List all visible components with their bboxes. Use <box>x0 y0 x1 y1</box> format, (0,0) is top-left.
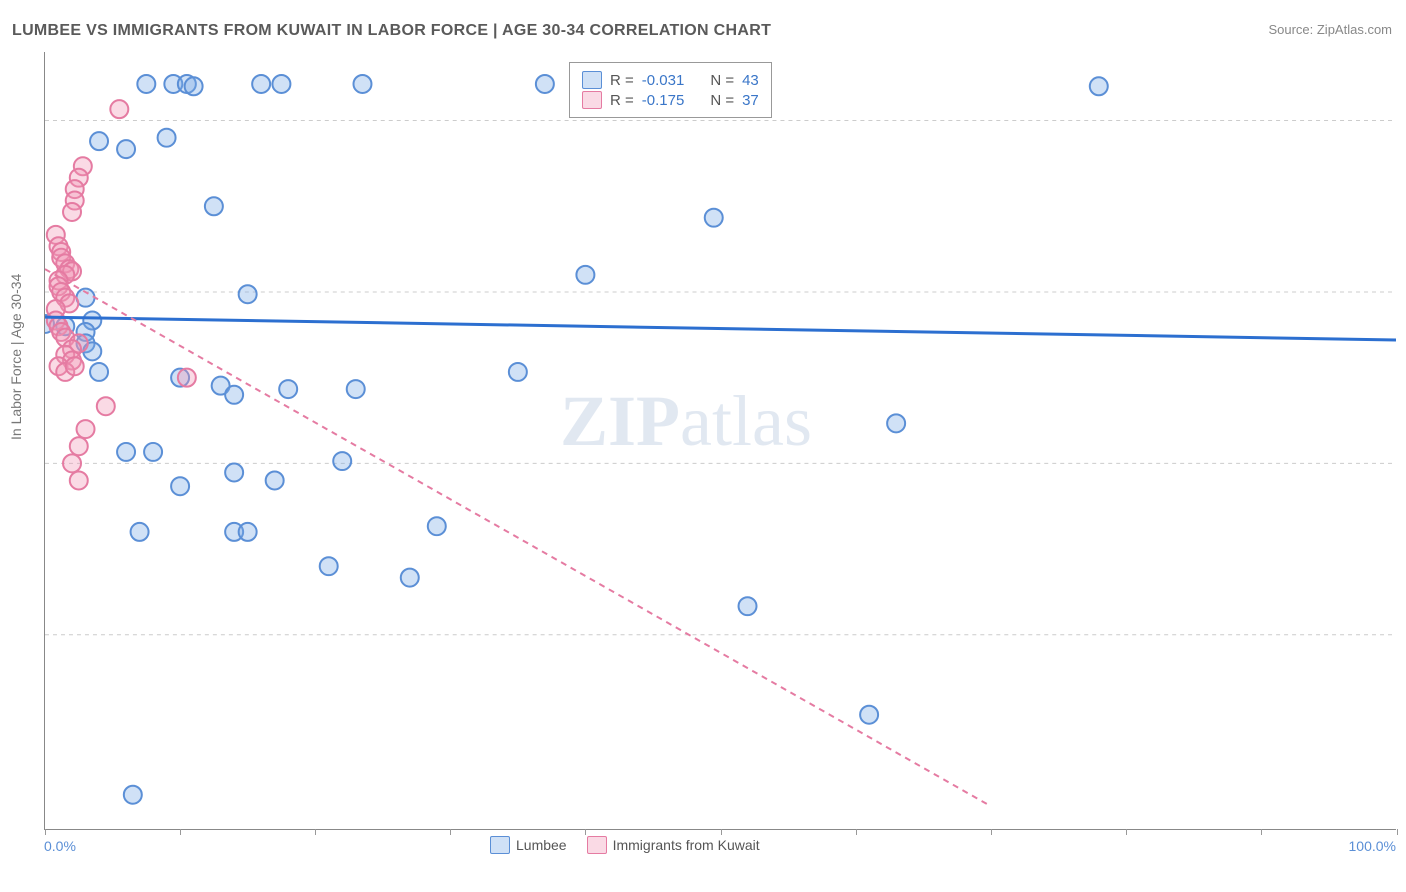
legend-item-kuwait: Immigrants from Kuwait <box>587 836 760 854</box>
x-tick-mark <box>856 829 857 835</box>
x-tick-mark <box>315 829 316 835</box>
source-label: Source: ZipAtlas.com <box>1268 22 1392 37</box>
x-tick-mark <box>585 829 586 835</box>
x-tick-mark <box>1126 829 1127 835</box>
legend-item-lumbee: Lumbee <box>490 836 567 854</box>
swatch-lumbee <box>582 71 602 89</box>
r-value-lumbee: -0.031 <box>642 72 685 89</box>
n-value-lumbee: 43 <box>742 72 759 89</box>
x-tick-mark <box>450 829 451 835</box>
n-value-kuwait: 37 <box>742 92 759 109</box>
x-tick-mark <box>180 829 181 835</box>
x-tick-mark <box>1397 829 1398 835</box>
swatch-kuwait <box>582 91 602 109</box>
r-value-kuwait: -0.175 <box>642 92 685 109</box>
swatch-kuwait-icon <box>587 836 607 854</box>
correlation-row-kuwait: R = -0.175 N = 37 <box>582 91 759 109</box>
n-label: N = <box>710 72 734 89</box>
r-label: R = <box>610 72 634 89</box>
correlation-row-lumbee: R = -0.031 N = 43 <box>582 71 759 89</box>
x-tick-mark <box>721 829 722 835</box>
series-legend: Lumbee Immigrants from Kuwait <box>490 836 760 854</box>
plot-area: R = -0.031 N = 43 R = -0.175 N = 37 55.0… <box>44 52 1396 830</box>
scatter-svg <box>45 52 1396 829</box>
x-axis-min-label: 0.0% <box>44 838 76 854</box>
x-tick-mark <box>991 829 992 835</box>
x-tick-mark <box>45 829 46 835</box>
legend-label-kuwait: Immigrants from Kuwait <box>613 837 760 853</box>
x-axis-max-label: 100.0% <box>1349 838 1396 854</box>
x-tick-mark <box>1261 829 1262 835</box>
correlation-legend: R = -0.031 N = 43 R = -0.175 N = 37 <box>569 62 772 118</box>
chart-container: LUMBEE VS IMMIGRANTS FROM KUWAIT IN LABO… <box>0 0 1406 892</box>
n-label: N = <box>710 92 734 109</box>
chart-title: LUMBEE VS IMMIGRANTS FROM KUWAIT IN LABO… <box>12 22 771 40</box>
swatch-lumbee-icon <box>490 836 510 854</box>
r-label: R = <box>610 92 634 109</box>
legend-label-lumbee: Lumbee <box>516 837 567 853</box>
y-axis-label: In Labor Force | Age 30-34 <box>8 274 24 440</box>
